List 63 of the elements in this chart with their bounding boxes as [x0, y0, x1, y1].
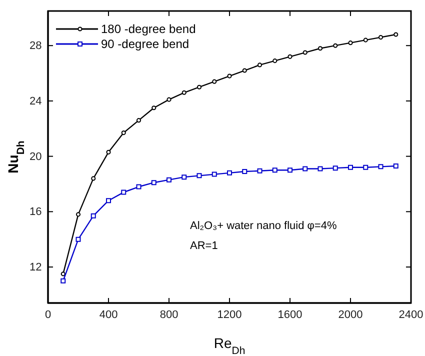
point [242, 169, 248, 174]
point [257, 168, 262, 174]
point [227, 74, 232, 78]
point [121, 130, 126, 136]
point [91, 176, 96, 181]
point [348, 164, 353, 170]
point [272, 168, 278, 173]
point [196, 84, 202, 90]
point [302, 166, 308, 172]
annotation: Al₂O₃+ water nano fluid φ=4% [190, 220, 337, 232]
point [60, 278, 66, 284]
x-tick-label: 1600 [278, 309, 302, 322]
point [318, 46, 323, 51]
legend-label: 90 -degree bend [101, 37, 190, 51]
point [136, 184, 142, 190]
point [182, 90, 186, 95]
point [394, 32, 398, 37]
point [212, 79, 217, 84]
point [106, 150, 111, 154]
point [212, 172, 217, 177]
x-tick-label: 2000 [338, 309, 363, 322]
point [196, 173, 202, 178]
point [136, 118, 142, 123]
y-tick-label: 12 [29, 262, 42, 274]
point [90, 213, 96, 218]
x-axis-title: Re$_{Dh}$ [214, 335, 246, 356]
point [60, 272, 66, 276]
point [182, 174, 187, 180]
point [166, 97, 172, 102]
point [166, 177, 172, 182]
point [152, 106, 156, 110]
point [121, 190, 126, 195]
annotation: AR=1 [190, 240, 218, 252]
point [151, 180, 156, 186]
legend-label: 180 -degree bend [101, 22, 196, 36]
y-tick-label: 16 [29, 206, 42, 218]
point [288, 168, 292, 173]
point [393, 163, 398, 168]
point [378, 35, 384, 40]
point [363, 38, 368, 42]
point [272, 58, 278, 64]
point [332, 166, 338, 171]
x-tick-label: 400 [99, 309, 118, 322]
point [106, 198, 111, 204]
point [242, 68, 247, 73]
y-tick-label: 28 [29, 40, 42, 52]
point [76, 212, 81, 217]
point [333, 43, 338, 48]
x-tick-label: 1200 [217, 309, 242, 322]
point [348, 40, 353, 46]
x-tick-label: 0 [44, 309, 52, 322]
point [363, 164, 368, 170]
point [257, 62, 262, 68]
x-tick-label: 2400 [398, 309, 424, 322]
point [76, 236, 81, 242]
x-tick-label: 800 [160, 309, 178, 322]
point [378, 164, 384, 170]
point [302, 50, 308, 55]
y-tick-label: 20 [29, 150, 42, 163]
point [318, 166, 323, 172]
y-tick-label: 24 [29, 95, 42, 108]
point [288, 54, 292, 59]
point [227, 170, 232, 176]
